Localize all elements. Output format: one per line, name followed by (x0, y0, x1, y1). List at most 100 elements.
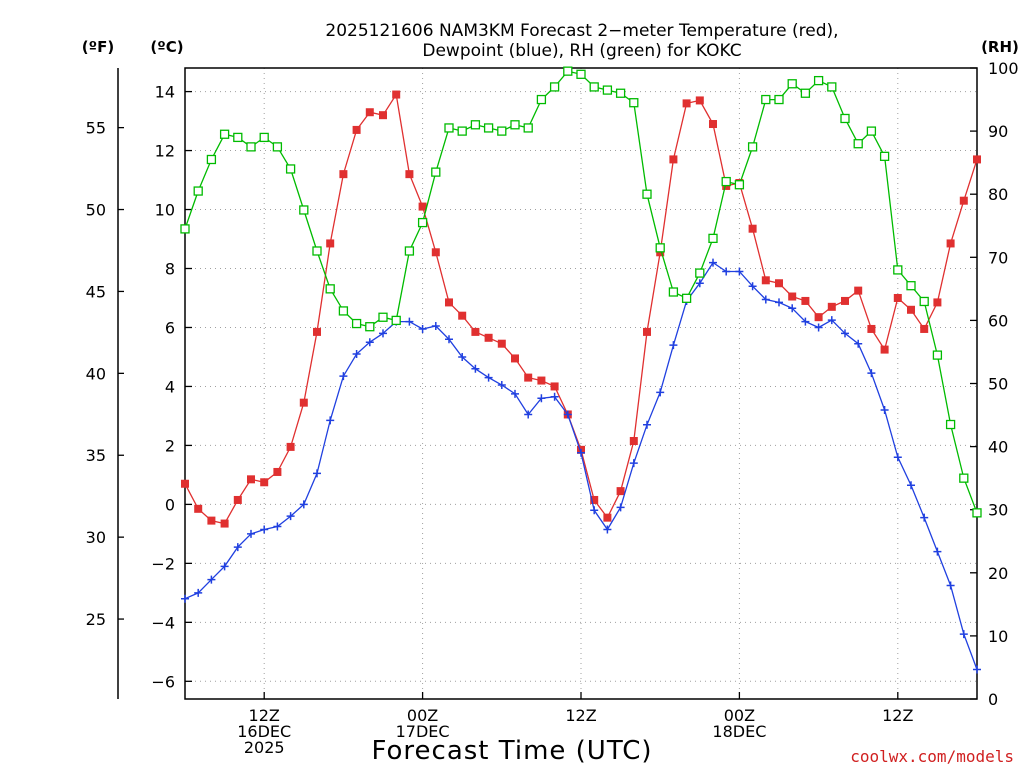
celsius-tick-label: 6 (165, 318, 175, 337)
rh-point (338, 306, 349, 316)
dewpoint-point (867, 369, 876, 378)
rh-point (893, 265, 903, 275)
temperature-point (445, 298, 453, 307)
rh-point (945, 419, 956, 430)
rh-point (602, 85, 613, 95)
chart-title-line2: Dewpoint (blue), RH (green) for KOKC (422, 41, 741, 61)
rh-point (470, 120, 481, 130)
rh-point (365, 322, 375, 332)
rh-point (444, 123, 454, 133)
time-tick-label: 17DEC (396, 722, 450, 741)
rh-point (259, 132, 269, 143)
temperature-point (788, 292, 797, 301)
temperature-point (537, 376, 546, 385)
rh-point (563, 66, 573, 76)
dewpoint-point (709, 258, 717, 267)
celsius-tick-label: 0 (165, 495, 175, 514)
rh-point (668, 287, 679, 297)
celsius-tick-label: −6 (151, 672, 175, 691)
dewpoint-point (801, 317, 810, 326)
temperature-point (405, 170, 414, 179)
temperature-point (933, 298, 942, 307)
rh-point (272, 142, 283, 152)
dewpoint-point (695, 279, 704, 288)
temperature-point (893, 293, 902, 302)
fahrenheit-tick-label: 55 (86, 119, 106, 138)
dewpoint-point (484, 373, 493, 382)
rh-point (919, 296, 929, 307)
rh-point (629, 98, 639, 108)
temperature-point (682, 99, 691, 108)
temperature-point (233, 495, 242, 504)
temperature-point (841, 296, 849, 305)
x-axis-label: Forecast Time (UTC) (371, 736, 652, 766)
rh-point (734, 180, 745, 190)
dewpoint-point (445, 335, 453, 344)
fahrenheit-tick-label: 35 (86, 446, 106, 465)
rh-point (431, 167, 441, 177)
celsius-tick-label: −4 (151, 613, 175, 632)
temperature-point (643, 327, 651, 336)
dewpoint-point (260, 525, 269, 534)
temperature-point (709, 120, 717, 129)
rh-tick-label: 0 (988, 690, 998, 709)
dewpoint-point (313, 469, 321, 478)
rh-point (747, 142, 758, 152)
temperature-point (590, 495, 599, 504)
temperature-point (775, 279, 783, 288)
dewpoint-point (814, 323, 823, 332)
dewpoint-point (973, 665, 981, 674)
dewpoint-point (827, 316, 836, 325)
temperature-point (260, 478, 269, 487)
temperature-point (458, 311, 467, 320)
temperature-point (669, 155, 678, 164)
celsius-tick-label: −2 (151, 554, 175, 573)
rh-point (879, 151, 890, 161)
celsius-tick-label: 12 (155, 142, 175, 161)
dewpoint-point (286, 512, 295, 521)
rh-point (351, 318, 362, 329)
rh-point (536, 94, 547, 105)
rh-tick-label: 80 (988, 185, 1008, 204)
rh-tick-label: 100 (988, 59, 1019, 78)
dewpoint-point (946, 581, 955, 590)
dewpoint-point (220, 562, 229, 571)
rh-point (299, 205, 309, 215)
dewpoint-point (748, 282, 757, 291)
dewpoint-point (497, 380, 506, 389)
temperature-point (392, 90, 401, 99)
temperature-point (299, 398, 308, 407)
dewpoint-point (656, 388, 665, 397)
fahrenheit-unit-label: (ºF) (82, 38, 114, 56)
dewpoint-point (563, 410, 572, 419)
temperature-point (880, 345, 889, 354)
rh-point (800, 88, 811, 98)
dewpoint-point (273, 522, 282, 531)
rh-point (721, 176, 731, 187)
rh-point (932, 350, 943, 360)
dewpoint-point (854, 339, 863, 348)
fahrenheit-tick-label: 25 (86, 610, 106, 629)
temperature-point (313, 327, 321, 336)
dewpoint-point (933, 547, 942, 556)
temperature-point (550, 382, 559, 391)
rh-point (325, 284, 335, 294)
rh-point (285, 164, 296, 174)
rh-point (853, 139, 863, 149)
temperature-point (946, 239, 955, 248)
temperature-point (471, 327, 480, 336)
dewpoint-point (365, 338, 374, 347)
temperature-point (854, 286, 863, 295)
dewpoint-point (959, 630, 968, 639)
temperature-point (511, 354, 519, 363)
rh-point (655, 243, 665, 253)
rh-point (497, 126, 507, 136)
celsius-tick-label: 8 (165, 260, 175, 279)
celsius-unit-label: (ºC) (150, 38, 183, 56)
rh-unit-label: (RH) (981, 38, 1019, 56)
temperature-point (867, 324, 876, 333)
time-tick-label: 16DEC (237, 722, 291, 741)
temperature-point (973, 155, 981, 164)
rh-point (417, 217, 428, 228)
rh-point (404, 246, 415, 256)
